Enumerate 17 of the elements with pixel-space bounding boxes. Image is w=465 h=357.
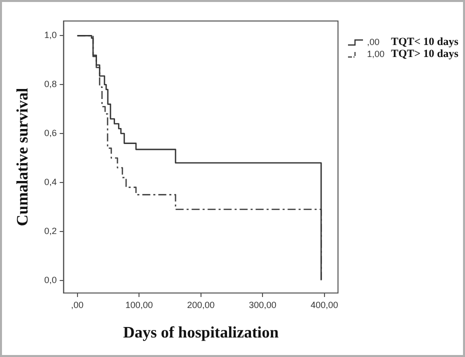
y-tick-label: 0,8 — [44, 79, 57, 90]
x-tick-label: 400,00 — [310, 300, 338, 310]
legend-label: 1,00 — [367, 49, 386, 59]
y-axis-title: Cumalative survival — [14, 87, 32, 226]
y-tick-label: 0,4 — [44, 176, 57, 187]
x-axis-title: Days of hospitalization — [123, 324, 279, 342]
y-tick-label: 0,0 — [44, 274, 57, 285]
x-tick-label: 100,00 — [125, 300, 153, 310]
text: TQT> 10 days — [391, 48, 458, 60]
x-tick-label: 300,00 — [248, 300, 276, 310]
y-tick-label: 0,6 — [44, 128, 57, 138]
y-tick-label: 0,2 — [44, 226, 57, 236]
x-tick-label: ,00 — [71, 300, 84, 310]
y-tick-label: 1,0 — [44, 30, 57, 40]
text: TQT< 10 days — [391, 36, 458, 48]
legend-label: ,00 — [367, 37, 381, 47]
x-tick-label: 200,00 — [187, 300, 215, 310]
